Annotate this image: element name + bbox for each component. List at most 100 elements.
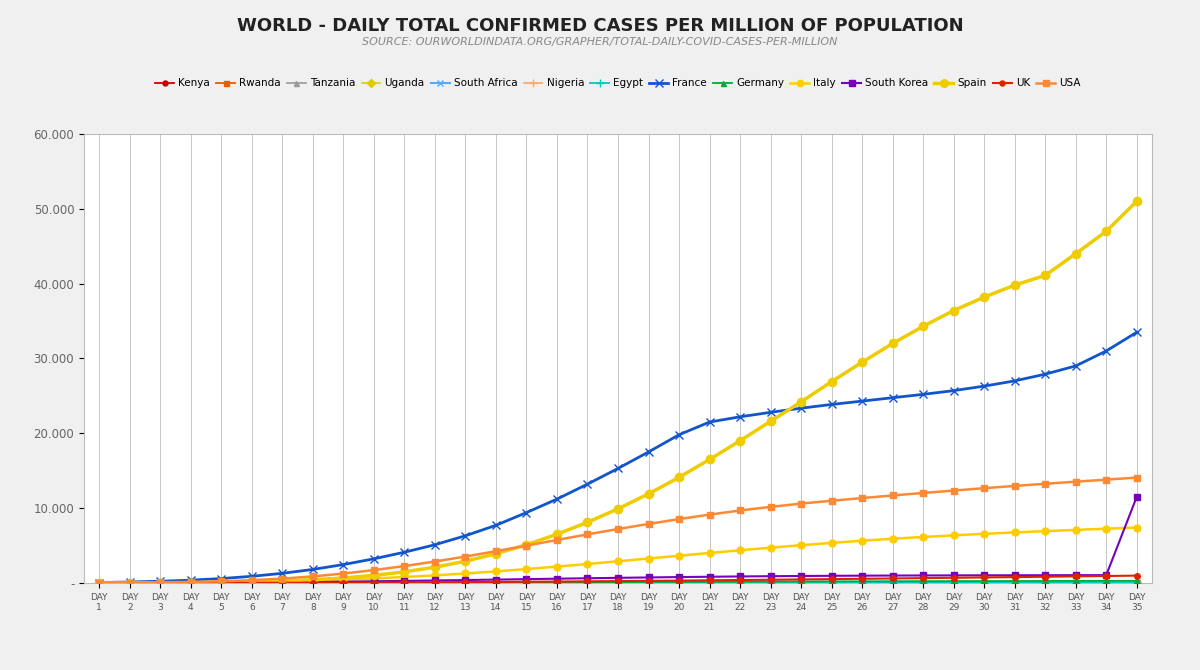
USA	[854, 494, 869, 502]
Egypt	[367, 579, 382, 587]
Rwanda	[977, 579, 991, 587]
South Korea	[92, 579, 107, 587]
Kenya	[488, 579, 503, 587]
Rwanda	[1099, 579, 1114, 587]
Tanzania	[611, 579, 625, 587]
France	[367, 555, 382, 563]
Tanzania	[397, 579, 412, 587]
UK	[763, 576, 778, 584]
Spain	[1068, 250, 1082, 258]
Nigeria	[367, 579, 382, 587]
Tanzania	[672, 579, 686, 587]
South Korea	[306, 578, 320, 586]
Kenya	[641, 579, 655, 587]
Rwanda	[794, 579, 809, 587]
Spain	[641, 490, 655, 498]
France	[458, 532, 473, 540]
USA	[520, 541, 534, 549]
France	[641, 448, 655, 456]
UK	[641, 577, 655, 585]
Italy	[1068, 526, 1082, 534]
Tanzania	[427, 579, 442, 587]
South Africa	[336, 579, 350, 587]
Rwanda	[733, 579, 748, 587]
UK	[92, 579, 107, 587]
UK	[581, 578, 595, 586]
South Africa	[275, 579, 289, 587]
USA	[488, 547, 503, 555]
Spain	[1099, 227, 1114, 235]
Egypt	[1038, 579, 1052, 587]
South Korea	[1008, 572, 1022, 580]
Uganda	[214, 579, 228, 587]
USA	[275, 575, 289, 583]
Spain	[92, 579, 107, 587]
France	[1068, 362, 1082, 370]
Uganda	[1068, 579, 1082, 587]
South Africa	[214, 579, 228, 587]
UK	[672, 577, 686, 585]
France	[763, 408, 778, 416]
Spain	[581, 519, 595, 527]
Tanzania	[886, 579, 900, 587]
Egypt	[1129, 579, 1144, 587]
Rwanda	[763, 579, 778, 587]
Spain	[245, 578, 259, 586]
Germany	[122, 579, 137, 587]
South Africa	[702, 579, 716, 587]
UK	[1068, 572, 1082, 580]
Kenya	[122, 579, 137, 587]
Egypt	[214, 579, 228, 587]
Italy	[733, 546, 748, 554]
Egypt	[1099, 579, 1114, 587]
Rwanda	[1038, 579, 1052, 587]
Italy	[427, 572, 442, 580]
Italy	[367, 574, 382, 582]
USA	[916, 489, 930, 497]
South Africa	[488, 579, 503, 587]
Nigeria	[275, 579, 289, 587]
Uganda	[154, 579, 168, 587]
Uganda	[184, 579, 198, 587]
Nigeria	[733, 579, 748, 587]
Germany	[1068, 577, 1082, 585]
South Africa	[641, 579, 655, 587]
Uganda	[733, 579, 748, 587]
Rwanda	[336, 579, 350, 587]
Germany	[1008, 577, 1022, 585]
South Korea	[122, 579, 137, 587]
South Korea	[488, 576, 503, 584]
Italy	[122, 579, 137, 587]
Tanzania	[641, 579, 655, 587]
UK	[977, 574, 991, 582]
Egypt	[184, 579, 198, 587]
South Africa	[672, 579, 686, 587]
USA	[1129, 474, 1144, 482]
USA	[824, 496, 839, 505]
Tanzania	[824, 579, 839, 587]
UK	[275, 579, 289, 587]
Spain	[458, 557, 473, 565]
Uganda	[245, 579, 259, 587]
Uganda	[458, 579, 473, 587]
Spain	[306, 576, 320, 584]
France	[1008, 377, 1022, 385]
Tanzania	[275, 579, 289, 587]
Rwanda	[916, 579, 930, 587]
Tanzania	[214, 579, 228, 587]
Germany	[886, 578, 900, 586]
South Africa	[397, 579, 412, 587]
Italy	[275, 578, 289, 586]
South Africa	[1008, 579, 1022, 587]
Line: Spain: Spain	[95, 197, 1141, 587]
Spain	[1038, 271, 1052, 279]
Egypt	[154, 579, 168, 587]
Germany	[397, 579, 412, 587]
UK	[1129, 572, 1144, 580]
USA	[1099, 476, 1114, 484]
France	[550, 495, 564, 503]
France	[854, 397, 869, 405]
Spain	[977, 293, 991, 301]
Uganda	[122, 579, 137, 587]
Germany	[581, 578, 595, 586]
